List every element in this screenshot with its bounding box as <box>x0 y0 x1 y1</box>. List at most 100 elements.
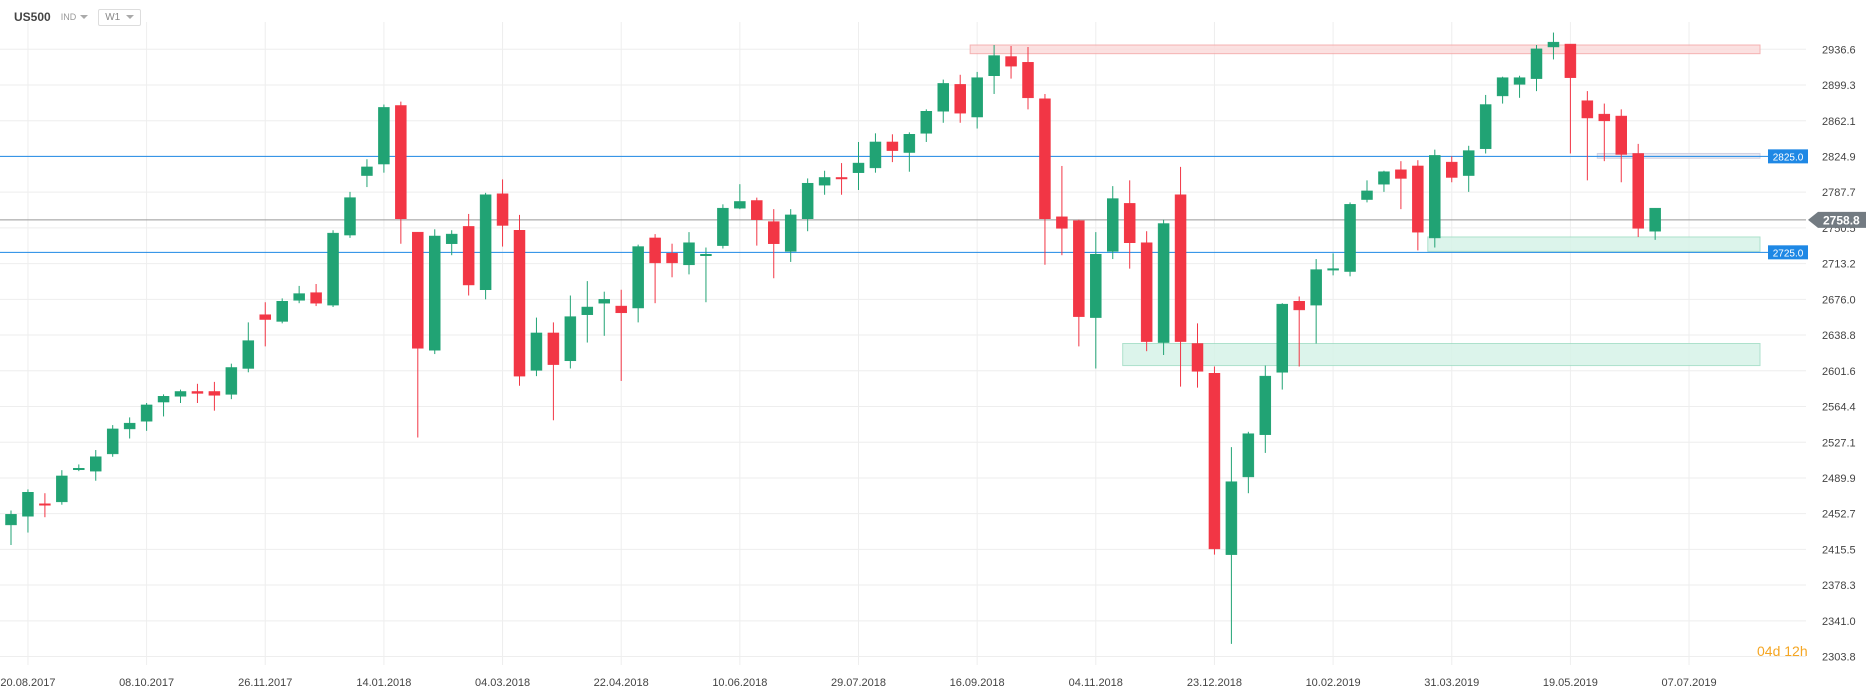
candle-body[interactable] <box>1462 150 1475 176</box>
candle-body[interactable] <box>174 391 187 397</box>
candle-body[interactable] <box>378 107 390 165</box>
candle-body[interactable] <box>1581 100 1594 119</box>
candle-body[interactable] <box>954 84 966 114</box>
candle-body[interactable] <box>734 201 746 209</box>
candle-body[interactable] <box>818 177 831 186</box>
candle-body[interactable] <box>717 207 729 246</box>
candle-body[interactable] <box>869 141 882 169</box>
candle-body[interactable] <box>530 332 543 371</box>
timeframe-selector[interactable]: W1 <box>98 8 142 26</box>
candle-body[interactable] <box>988 55 1000 76</box>
candle-body[interactable] <box>886 141 899 151</box>
level-price-tag[interactable] <box>1768 149 1808 164</box>
candle-body[interactable] <box>1123 203 1136 243</box>
candle-body[interactable] <box>615 305 627 314</box>
candle-body[interactable] <box>1174 194 1187 342</box>
candle-body[interactable] <box>564 316 577 362</box>
candle-body[interactable] <box>276 301 288 322</box>
candle-body[interactable] <box>191 391 204 394</box>
candle-body[interactable] <box>683 242 695 266</box>
candle-body[interactable] <box>462 226 475 286</box>
candle-body[interactable] <box>768 221 780 244</box>
candle-body[interactable] <box>242 340 255 369</box>
candle-body[interactable] <box>1429 155 1441 239</box>
candle-body[interactable] <box>700 253 712 256</box>
candle-body[interactable] <box>852 162 865 173</box>
candle-body[interactable] <box>361 166 373 176</box>
candle-body[interactable] <box>1344 204 1356 272</box>
zone-support[interactable] <box>1427 236 1761 252</box>
candle-body[interactable] <box>1208 373 1221 550</box>
candle-body[interactable] <box>496 193 509 226</box>
candle-body[interactable] <box>310 292 322 304</box>
candle-body[interactable] <box>547 332 560 365</box>
candle-body[interactable] <box>56 475 68 503</box>
candle-body[interactable] <box>1225 481 1238 555</box>
candle-body[interactable] <box>395 105 407 219</box>
candle-body[interactable] <box>1140 242 1153 342</box>
candle-body[interactable] <box>1632 153 1644 229</box>
candle-body[interactable] <box>751 200 763 220</box>
candle-body[interactable] <box>937 83 949 112</box>
candle-body[interactable] <box>1191 343 1204 372</box>
candle-body[interactable] <box>1293 301 1305 311</box>
candle-body[interactable] <box>649 237 661 264</box>
candle-body[interactable] <box>123 422 136 430</box>
candle-body[interactable] <box>1056 216 1068 229</box>
candle-body[interactable] <box>1530 48 1543 79</box>
candle-body[interactable] <box>1615 115 1627 155</box>
candle-body[interactable] <box>835 177 848 180</box>
candle-body[interactable] <box>1073 220 1085 317</box>
level-price-tag[interactable] <box>1768 245 1808 260</box>
candle-body[interactable] <box>1107 198 1119 252</box>
candle-body[interactable] <box>39 503 51 506</box>
candle-body[interactable] <box>1259 375 1272 435</box>
candle-body[interactable] <box>581 306 594 315</box>
candle-body[interactable] <box>1361 190 1373 200</box>
candle-body[interactable] <box>513 230 526 377</box>
candle-body[interactable] <box>1564 43 1577 78</box>
candle-body[interactable] <box>22 492 34 517</box>
zone-support[interactable] <box>1122 343 1761 367</box>
candle-body[interactable] <box>1446 161 1458 178</box>
candle-body[interactable] <box>666 253 678 264</box>
candle-body[interactable] <box>784 214 797 252</box>
candle-body[interactable] <box>1513 77 1526 85</box>
candle-body[interactable] <box>1378 171 1390 185</box>
candle-body[interactable] <box>801 182 814 219</box>
candle-body[interactable] <box>1039 98 1051 219</box>
instrument-type-selector[interactable]: IND <box>61 12 89 22</box>
candle-body[interactable] <box>106 428 119 455</box>
candle-body[interactable] <box>293 293 305 301</box>
candle-body[interactable] <box>429 235 441 351</box>
candle-body[interactable] <box>903 134 916 153</box>
candle-body[interactable] <box>344 197 356 236</box>
candle-body[interactable] <box>1005 56 1017 67</box>
candle-body[interactable] <box>1242 433 1255 478</box>
candle-body[interactable] <box>73 468 85 471</box>
candle-body[interactable] <box>90 456 102 472</box>
candle-body[interactable] <box>632 246 644 309</box>
candle-body[interactable] <box>140 404 153 422</box>
candle-body[interactable] <box>5 514 17 526</box>
candle-body[interactable] <box>157 396 170 403</box>
zone-resistance[interactable] <box>969 44 1761 55</box>
candle-body[interactable] <box>1547 41 1560 48</box>
candle-body[interactable] <box>1090 253 1102 318</box>
candle-body[interactable] <box>1327 268 1339 271</box>
candle-body[interactable] <box>1022 62 1034 99</box>
candle-body[interactable] <box>971 77 983 118</box>
candle-body[interactable] <box>259 314 271 320</box>
candle-body[interactable] <box>1310 269 1322 306</box>
candle-body[interactable] <box>479 194 492 291</box>
candle-body[interactable] <box>598 299 610 304</box>
candle-body[interactable] <box>445 233 458 244</box>
candle-body[interactable] <box>208 391 221 396</box>
candle-body[interactable] <box>1479 104 1492 149</box>
candle-body[interactable] <box>1157 223 1170 343</box>
instrument-symbol[interactable]: US500 <box>14 10 51 24</box>
candle-body[interactable] <box>327 232 339 306</box>
candle-body[interactable] <box>1598 113 1611 122</box>
candle-body[interactable] <box>412 231 424 349</box>
